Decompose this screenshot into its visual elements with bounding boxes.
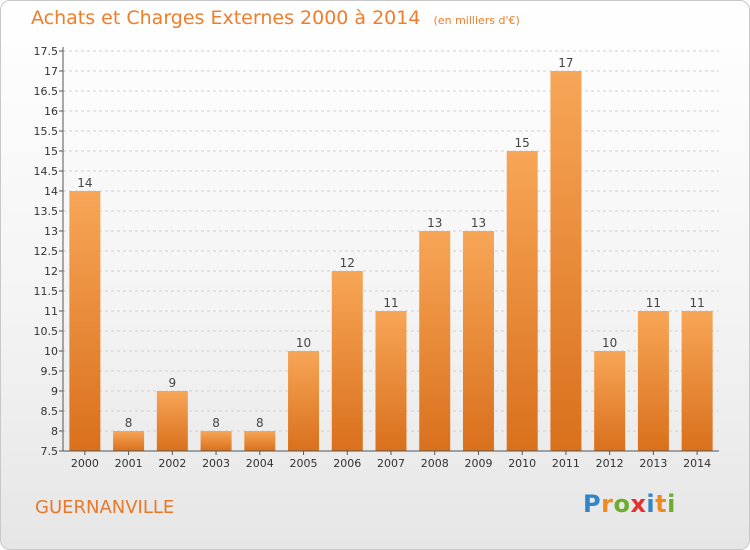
logo-letter: x [630, 490, 647, 518]
y-tick-label: 7.5 [41, 445, 59, 458]
y-tick-label: 9.5 [41, 365, 59, 378]
bar-value-label: 12 [340, 256, 355, 270]
bar [419, 231, 451, 451]
y-tick-label: 13 [44, 225, 58, 238]
bar-value-label: 13 [427, 216, 442, 230]
bar-value-label: 10 [602, 336, 617, 350]
x-tick-label: 2011 [552, 457, 580, 470]
chart-unit: (en milliers d'€) [433, 14, 520, 27]
y-tick-label: 11.5 [34, 285, 59, 298]
x-tick-label: 2008 [421, 457, 449, 470]
x-tick-label: 2010 [508, 457, 536, 470]
bar-value-label: 11 [646, 296, 661, 310]
y-tick-label: 10.5 [34, 325, 59, 338]
x-tick-label: 2012 [596, 457, 624, 470]
bar [156, 391, 188, 451]
y-tick-label: 8.5 [41, 405, 59, 418]
y-tick-label: 16 [44, 105, 58, 118]
bar [288, 351, 320, 451]
bar-value-label: 13 [471, 216, 486, 230]
bar-value-label: 15 [515, 136, 530, 150]
chart-title-block: Achats et Charges Externes 2000 à 2014 (… [31, 7, 520, 29]
y-tick-label: 10 [44, 345, 58, 358]
x-tick-label: 2000 [71, 457, 99, 470]
bar [69, 191, 101, 451]
logo-letter: i [646, 490, 656, 518]
bar [594, 351, 626, 451]
y-tick-label: 12 [44, 265, 58, 278]
y-tick-label: 13.5 [34, 205, 59, 218]
y-tick-label: 17.5 [34, 45, 59, 58]
bar-value-label: 11 [689, 296, 704, 310]
x-tick-label: 2009 [464, 457, 492, 470]
bar-value-label: 8 [256, 416, 264, 430]
y-tick-label: 17 [44, 65, 58, 78]
y-tick-label: 14 [44, 185, 58, 198]
x-tick-label: 2014 [683, 457, 711, 470]
y-tick-label: 11 [44, 305, 58, 318]
bar [637, 311, 669, 451]
y-tick-label: 9 [51, 385, 58, 398]
bar [200, 431, 232, 451]
bar [681, 311, 713, 451]
x-tick-label: 2007 [377, 457, 405, 470]
x-tick-label: 2002 [158, 457, 186, 470]
y-tick-label: 16.5 [34, 85, 59, 98]
bar [506, 151, 538, 451]
y-tick-label: 8 [51, 425, 58, 438]
bar-value-label: 10 [296, 336, 311, 350]
bar-value-label: 17 [558, 56, 573, 70]
bar [462, 231, 494, 451]
proxiti-logo[interactable]: Proxiti [583, 490, 676, 518]
bar-value-label: 8 [212, 416, 220, 430]
x-tick-label: 2001 [115, 457, 143, 470]
x-tick-label: 2013 [639, 457, 667, 470]
logo-letter: t [655, 490, 668, 518]
bar-value-label: 9 [169, 376, 177, 390]
x-tick-label: 2004 [246, 457, 274, 470]
bar-value-label: 14 [77, 176, 92, 190]
bar [550, 71, 582, 451]
logo-letter: P [583, 490, 602, 518]
chart-title: Achats et Charges Externes 2000 à 2014 [31, 7, 421, 29]
x-tick-label: 2005 [290, 457, 318, 470]
y-tick-label: 12.5 [34, 245, 59, 258]
bar-value-label: 11 [383, 296, 398, 310]
bar [113, 431, 145, 451]
bars-group: 14 8 9 8 8 10 12 11 13 13 15 17 10 11 11 [69, 56, 713, 451]
bar [375, 311, 407, 451]
bar [244, 431, 276, 451]
x-tick-label: 2006 [333, 457, 361, 470]
axes-group: 7.5 8 8.5 9 9.5 10 10.5 11 11.5 12 12.5 13 13.5 14 14.… [34, 45, 719, 470]
bar-value-label: 8 [125, 416, 133, 430]
y-tick-label: 15.5 [34, 125, 59, 138]
x-tick-label: 2003 [202, 457, 230, 470]
logo-letter: o [613, 490, 631, 518]
y-tick-label: 15 [44, 145, 58, 158]
logo-letter: i [667, 490, 676, 518]
y-tick-label: 14.5 [34, 165, 59, 178]
commune-name: GUERNANVILLE [35, 497, 175, 518]
logo-letter: r [601, 490, 614, 518]
bar [331, 271, 363, 451]
